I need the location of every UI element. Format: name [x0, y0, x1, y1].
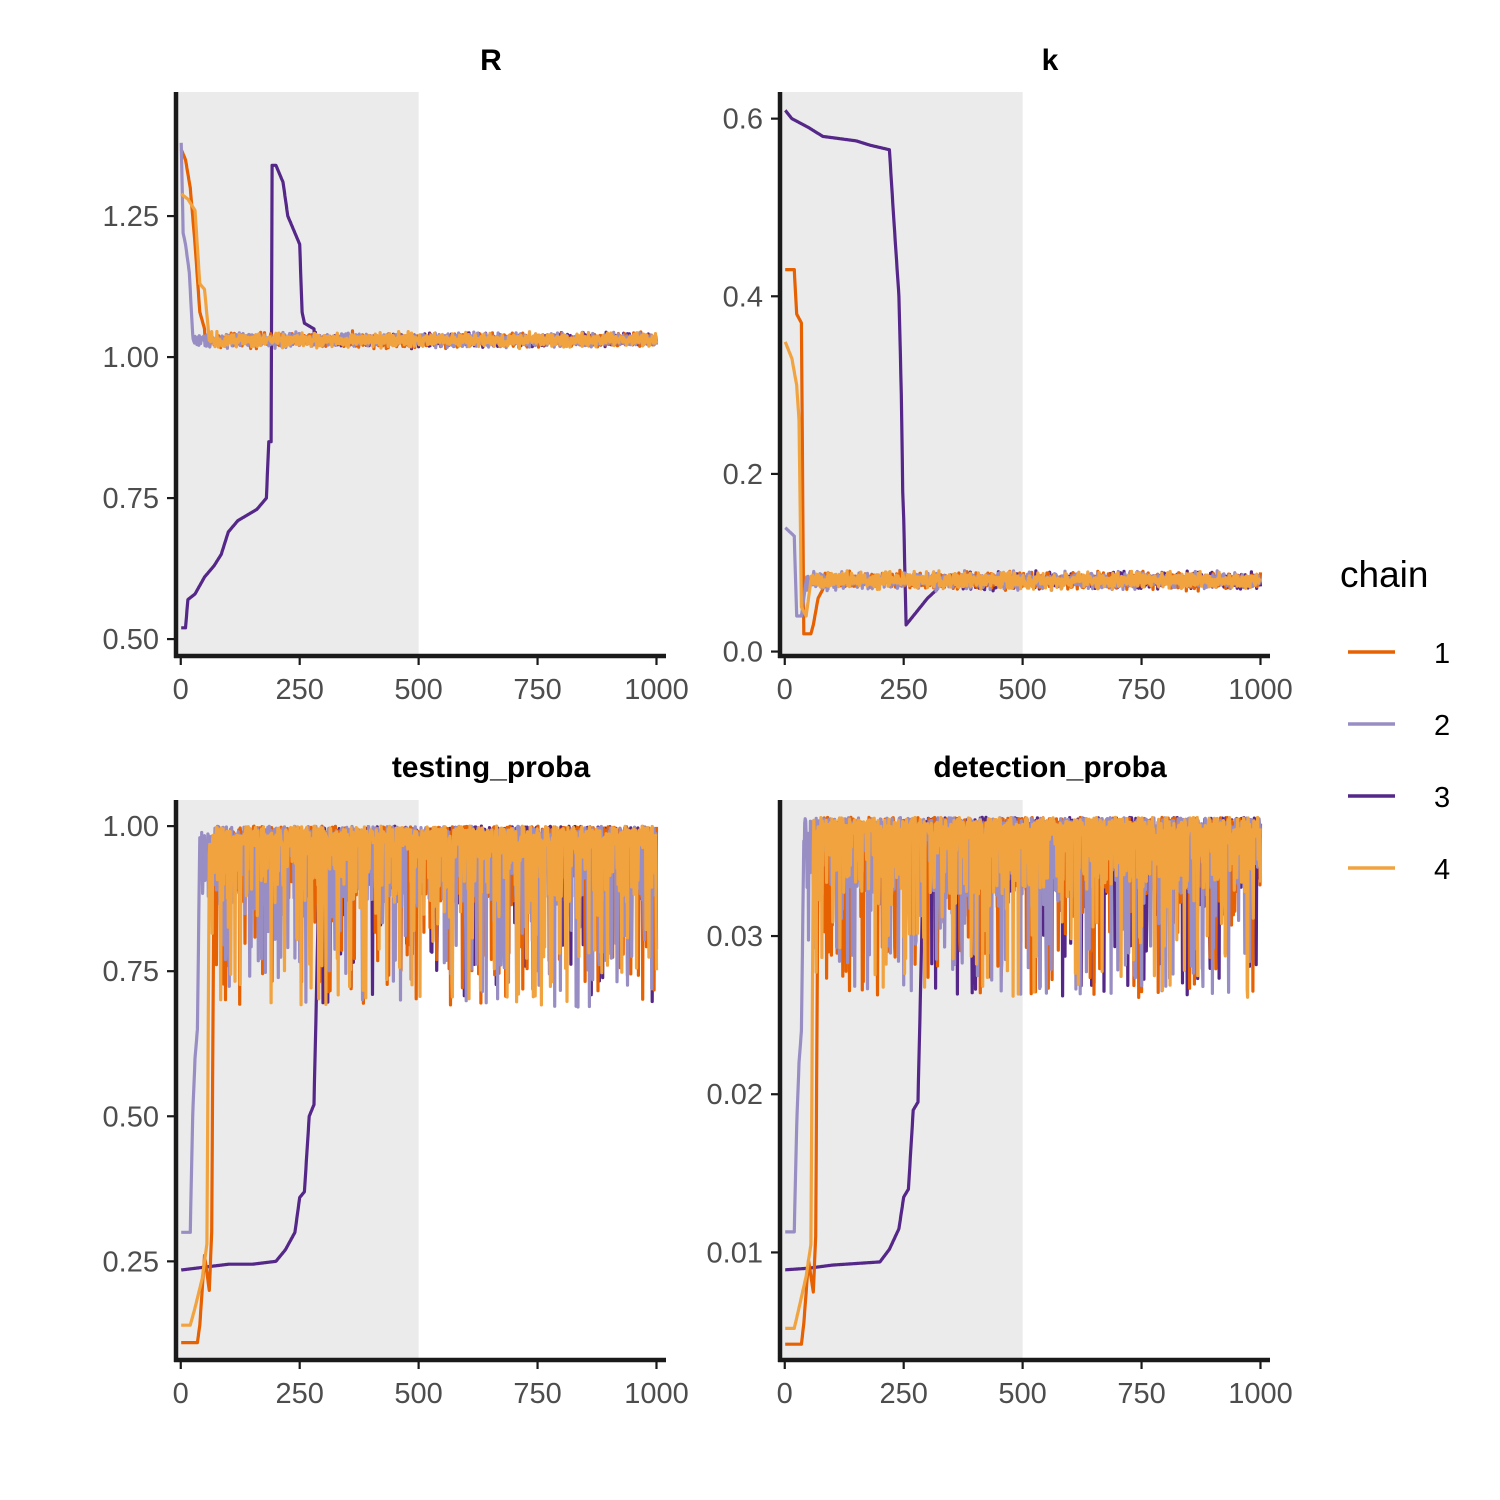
series-group [180, 824, 659, 1345]
y-tick-label: 0.75 [103, 956, 159, 988]
x-tick-label: 500 [998, 674, 1046, 706]
x-tick-label: 250 [275, 674, 323, 706]
y-tick-label: 0.0 [723, 637, 763, 669]
y-tick-label: 0.03 [707, 921, 763, 953]
legend-title: chain [1340, 554, 1428, 595]
x-tick-label: 500 [394, 1378, 442, 1410]
x-tick-label: 750 [513, 1378, 561, 1410]
y-tick-label: 0.25 [103, 1246, 159, 1278]
series-line-chain-4 [783, 341, 1262, 618]
x-tick-label: 500 [998, 1378, 1046, 1410]
legend-label-chain-1: 1 [1434, 638, 1450, 670]
panel-k: k 0 250 500 750 1000 0.0 0.2 0.4 0.6 [723, 44, 1293, 706]
chain-legend: chain 1 2 3 4 [1340, 554, 1450, 886]
x-tick-label: 1000 [1228, 674, 1293, 706]
y-tick-label: 1.00 [103, 811, 159, 843]
series-line-chain-4 [784, 815, 1263, 1331]
legend-label-chain-2: 2 [1434, 710, 1450, 742]
legend-label-chain-3: 3 [1434, 782, 1450, 814]
panel-testing-proba: testing_proba 0 250 500 750 1000 0.25 0.50 0.75 1… [103, 751, 689, 1410]
y-tick-label: 0.75 [103, 483, 159, 515]
panel-R: R 0 250 500 750 1000 0.50 0.75 1.00 1.25 [103, 44, 689, 706]
y-tick-label: 0.50 [103, 624, 159, 656]
panel-title: k [1042, 44, 1059, 77]
x-tick-label: 750 [1117, 674, 1165, 706]
y-tick-label: 0.50 [103, 1101, 159, 1133]
series-line-chain-4 [180, 824, 659, 1327]
warmup-shade [176, 92, 419, 656]
y-tick-label: 0.02 [707, 1079, 763, 1111]
y-tick-label: 0.2 [723, 459, 763, 491]
x-tick-label: 1000 [1228, 1378, 1293, 1410]
y-tick-label: 0.4 [723, 281, 763, 313]
legend-label-chain-4: 4 [1434, 854, 1450, 886]
y-tick-label: 0.6 [723, 104, 763, 136]
x-tick-label: 750 [1117, 1378, 1165, 1410]
x-tick-label: 250 [879, 674, 927, 706]
x-tick-label: 750 [513, 674, 561, 706]
x-tick-label: 1000 [624, 674, 689, 706]
series-group [783, 109, 1263, 636]
x-tick-label: 0 [173, 674, 189, 706]
series-group [784, 815, 1263, 1346]
x-tick-label: 1000 [624, 1378, 689, 1410]
panel-detection-proba: detection_proba 0 250 500 750 1000 0.01 0.02 0.0… [707, 751, 1293, 1410]
panel-title: detection_proba [933, 751, 1167, 784]
y-tick-label: 1.00 [103, 342, 159, 374]
panel-title: testing_proba [392, 751, 591, 784]
x-tick-label: 0 [173, 1378, 189, 1410]
y-tick-label: 0.01 [707, 1237, 763, 1269]
x-tick-label: 0 [777, 1378, 793, 1410]
x-tick-label: 0 [777, 674, 793, 706]
y-tick-label: 1.25 [103, 201, 159, 233]
x-tick-label: 250 [879, 1378, 927, 1410]
series-line-chain-4 [180, 192, 659, 351]
series-group [179, 142, 659, 630]
panel-title: R [480, 44, 502, 77]
x-tick-label: 500 [394, 674, 442, 706]
x-tick-label: 250 [275, 1378, 323, 1410]
